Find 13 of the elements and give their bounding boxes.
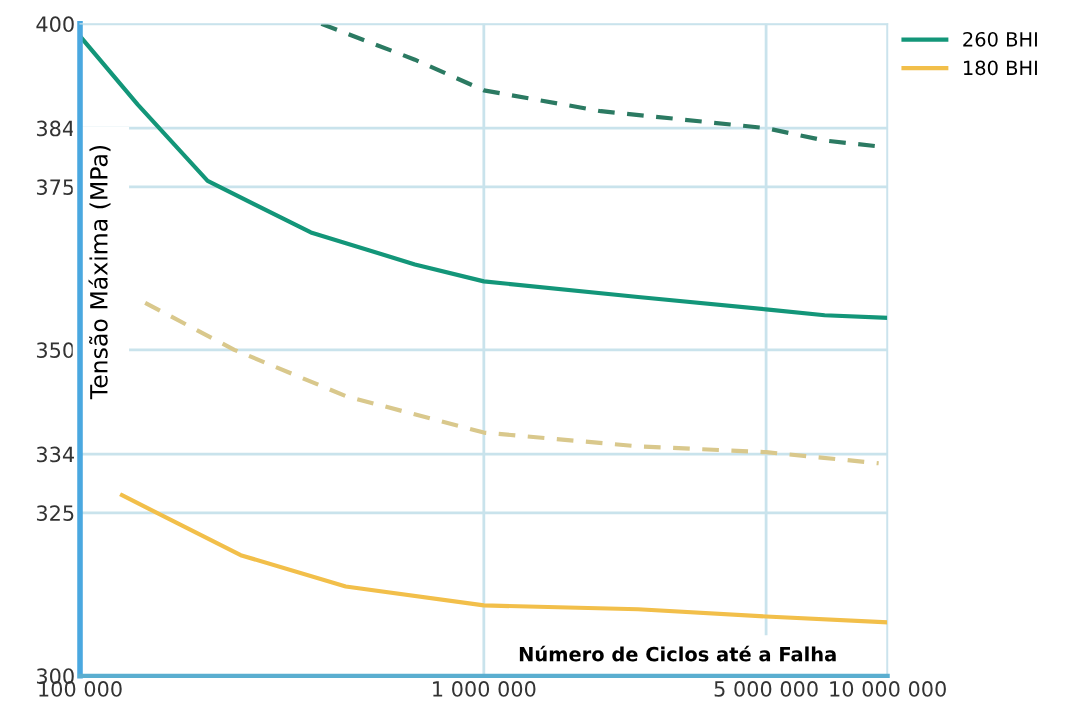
x-tick-label: 5 000 000 (714, 681, 818, 697)
y-tick-label: 350 (36, 342, 74, 359)
legend-label: 260 BHI (963, 31, 1037, 47)
x-tick-label: 10 000 000 (830, 681, 946, 697)
y-tick-label: 325 (36, 505, 74, 522)
y-tick-label: 384 (36, 120, 74, 137)
y-tick-label: 400 (36, 16, 74, 33)
x-tick-label: 1 000 000 (433, 681, 536, 697)
y-tick-label: 334 (36, 446, 74, 463)
x-axis-title: Número de Ciclos até a Falha (519, 645, 836, 662)
legend-label: 180 BHI (963, 60, 1037, 76)
y-tick-label: 375 (36, 179, 74, 196)
y-axis-title: Tensão Máxima (MPa) (88, 145, 111, 400)
